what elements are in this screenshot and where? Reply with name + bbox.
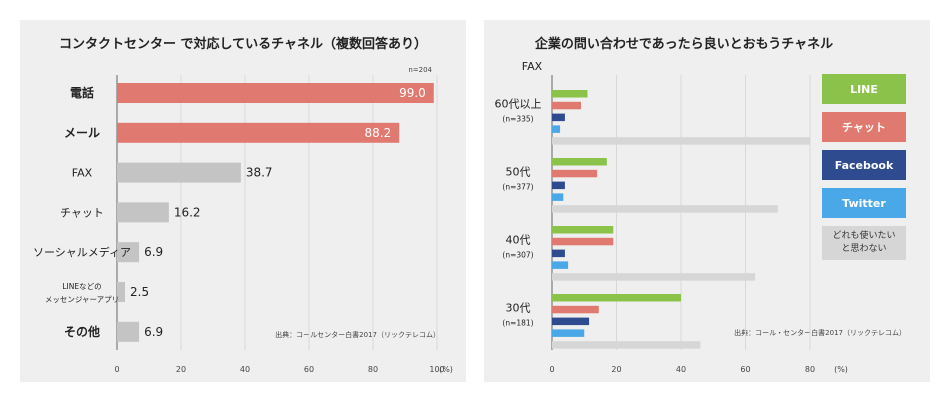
right-x-tick-60: 60 [740,365,750,374]
legend-item-0: LINE [822,74,906,104]
right-bar-2-2 [552,249,565,258]
left-bar-0 [117,83,434,103]
left-x-tick-20: 20 [176,365,186,374]
right-bar-2-1 [552,237,614,246]
legend-label-line-0: どれも使いたい [832,231,896,241]
right-bar-3-4 [552,341,701,349]
right-bar-2-0 [552,226,614,234]
right-x-tick-40: 40 [676,365,686,374]
left-x-tick-60: 60 [304,365,314,374]
right-x-tick-0: 0 [549,365,554,374]
right-chart-source: 出典：コール・センター白書2017（リックテレコム） [734,328,906,337]
right-x-tick-20: 20 [611,365,621,374]
left-category-sublabel-5: メッセンジャーアプリ [45,295,119,304]
right-group-label-1: 50代 [506,166,531,179]
left-value-label-1: 88.2 [365,126,392,140]
left-x-tick-40: 40 [240,365,250,374]
right-chart-x-unit: (%) [834,365,848,374]
right-bar-0-2 [552,113,565,122]
right-bar-2-3 [552,261,569,269]
left-value-label-3: 16.2 [174,205,201,219]
right-chart-svg: 企業の問い合わせであったら良いとおもうチャネル FAX 出典：コール・センター白… [495,36,907,374]
left-chart-x-unit: (%) [439,365,453,374]
right-group-label-3: 30代 [506,302,531,315]
right-group-label-0: 60代以上 [495,98,542,111]
right-bar-1-4 [552,205,778,213]
right-chart-title: 企業の問い合わせであったら良いとおもうチャネル [534,36,833,52]
right-group-n-1: (n=377) [502,183,533,192]
legend-item-4: どれも使いたい と思わない [822,226,906,260]
left-chart-svg: コンタクトセンター で対応しているチャネル（複数回答あり） n=204 出典：コ… [33,36,453,374]
right-bar-1-2 [552,181,565,190]
left-category-label-0: 電話 [70,85,94,100]
right-x-tick-80: 80 [805,365,815,374]
left-chart-n-note: n=204 [408,66,432,74]
right-group-n-0: (n=335) [502,115,533,124]
right-bar-3-0 [552,294,681,302]
left-x-tick-0: 0 [114,365,119,374]
right-bar-0-3 [552,125,561,133]
right-bar-3-3 [552,329,585,337]
right-group-label-2: 40代 [506,234,531,247]
right-bar-2-4 [552,273,756,281]
right-bar-0-4 [552,137,810,145]
left-bar-6 [117,321,140,342]
right-group-n-3: (n=181) [502,319,533,328]
right-bar-1-1 [552,169,598,178]
left-value-label-4: 6.9 [144,245,163,259]
legend-label-line-1: と思わない [841,244,887,254]
left-value-label-0: 99.0 [399,86,426,100]
legend-item-3: Twitter [822,188,906,218]
right-bar-1-0 [552,158,607,166]
left-chart-title: コンタクトセンター で対応しているチャネル（複数回答あり） [59,36,427,52]
right-chart-corner-label: FAX [522,60,543,73]
left-bar-1 [117,122,400,143]
left-bar-4 [117,242,140,263]
left-value-label-2: 38.7 [246,166,273,180]
left-bar-2 [117,162,241,183]
right-group-n-2: (n=307) [502,251,533,260]
right-bar-1-3 [552,193,564,201]
left-x-tick-80: 80 [368,365,378,374]
left-category-label-5: LINEなどの [62,282,101,291]
left-chart-panel: コンタクトセンター で対応しているチャネル（複数回答あり） n=204 出典：コ… [20,20,466,382]
right-bar-0-1 [552,101,582,110]
left-category-label-4: ソーシャルメディア [33,245,131,259]
left-chart-source: 出典：コールセンター白書2017（リックテレコム） [275,330,440,339]
legend-item-2: Facebook [822,150,906,180]
right-bar-3-1 [552,305,599,314]
left-category-label-1: メール [64,126,100,140]
left-category-label-2: FAX [72,167,93,180]
left-bar-3 [117,202,169,223]
left-bar-5 [117,282,125,302]
left-value-label-5: 2.5 [130,285,149,299]
legend-item-1: チャット [822,112,906,142]
left-x-tick-100: 100 [429,365,444,374]
left-value-label-6: 6.9 [144,325,163,339]
right-bar-3-2 [552,317,590,326]
left-category-label-6: その他 [64,324,100,339]
right-chart-panel: 企業の問い合わせであったら良いとおもうチャネル FAX 出典：コール・センター白… [484,20,930,382]
right-bar-0-0 [552,90,588,98]
left-category-label-3: チャット [60,206,104,219]
